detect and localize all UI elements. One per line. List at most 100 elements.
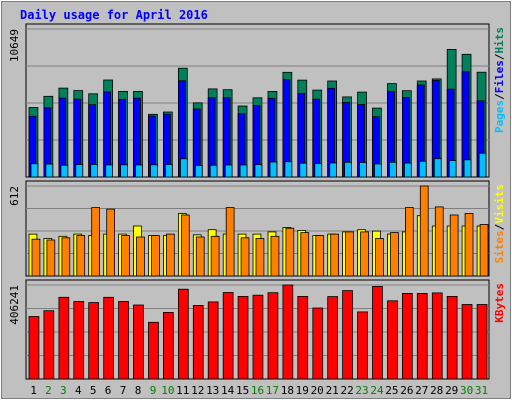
legend-item: Sites [493,230,506,263]
legend-item: Pages [493,100,506,133]
bar-kbytes [312,307,324,380]
bar-sites [464,213,474,277]
bar-pages [239,164,248,178]
x-tick-label: 8 [135,384,142,397]
bar-kbytes [177,288,189,380]
bar-pages [105,164,113,178]
x-tick-label: 25 [385,384,398,397]
bar-pages [45,163,54,178]
bar-pages [478,152,487,178]
bar-sites [76,235,86,277]
legend: Pages/Files/Hits [493,27,506,133]
bar-sites [151,235,160,277]
bar-kbytes [327,296,339,380]
bar-pages [269,161,278,178]
x-tick-label: 19 [296,384,309,397]
x-tick-label: 13 [206,384,219,397]
bar-sites [225,207,235,277]
bar-kbytes [103,296,114,380]
bar-sites [479,224,489,277]
bar-sites [121,235,130,277]
x-tick-label: 23 [355,384,368,397]
bar-sites [404,207,414,277]
x-tick-label: 14 [221,384,235,397]
bar-kbytes [192,304,204,380]
bar-pages [329,162,338,178]
legend-item: Files [493,60,506,93]
bar-pages [433,158,442,178]
y-max-label: 612 [8,186,21,206]
bar-sites [46,239,56,277]
bar-sites [91,207,100,277]
bar-kbytes [342,290,353,380]
bar-kbytes [416,292,428,380]
x-tick-label: 11 [176,384,189,397]
x-tick-label: 26 [400,384,413,397]
x-tick-label: 12 [191,384,204,397]
bar-pages [179,158,188,178]
legend-item: / [493,53,506,60]
x-tick-label: 4 [75,384,82,397]
bar-sites [330,233,340,277]
bar-sites [165,233,175,277]
x-tick-label: 10 [161,384,174,397]
bar-sites [106,208,115,277]
bar-sites [375,238,384,277]
bar-pages [194,165,203,178]
bar-kbytes [461,304,473,380]
bar-kbytes [372,285,383,380]
bar-kbytes [476,304,488,380]
bar-sites [136,236,145,277]
bar-kbytes [297,295,309,380]
legend-item: / [493,93,506,100]
bar-pages [403,162,412,178]
x-tick-label: 17 [266,384,279,397]
bar-kbytes [43,310,55,380]
bar-kbytes [73,301,85,380]
x-tick-label: 7 [120,384,127,397]
x-tick-label: 6 [105,384,112,397]
x-tick-label: 31 [475,384,488,397]
panel-bottom: 406241 KBytes [8,279,506,380]
x-tick-label: 21 [326,384,339,397]
bar-kbytes [252,294,264,380]
bar-pages [164,164,173,178]
bar-pages [135,164,143,178]
bar-pages [418,160,427,178]
bar-pages [314,163,323,178]
bar-kbytes [88,302,99,380]
bar-kbytes [133,304,144,380]
bar-kbytes [446,295,458,380]
bar-pages [463,159,472,178]
x-tick-label: 16 [251,384,264,397]
bar-pages [60,164,69,178]
bar-pages [374,163,382,178]
x-tick-label: 3 [60,384,67,397]
x-tick-label: 22 [340,384,353,397]
bar-pages [389,161,397,178]
x-tick-label: 24 [370,384,384,397]
bar-sites [315,235,325,277]
bar-kbytes [58,296,70,380]
bar-kbytes [267,292,279,380]
bar-sites [61,237,71,277]
y-max-label: 10649 [8,29,21,62]
bar-pages [359,162,367,178]
bar-sites [255,238,265,277]
bar-kbytes [401,292,413,380]
bar-pages [209,164,218,178]
bar-pages [120,164,128,178]
bar-pages [150,164,158,178]
bar-kbytes [282,284,294,380]
x-tick-label: 5 [90,384,97,397]
legend-item: KBytes [493,283,506,323]
panel-middle: 612 Sites/Visits [8,180,506,277]
bar-kbytes [118,301,129,380]
bar-sites [419,185,429,277]
x-tick-label: 1 [30,384,37,397]
bar-files [103,91,111,178]
x-tick-label: 18 [281,384,294,397]
x-tick-label: 20 [311,384,324,397]
bar-kbytes [357,311,368,380]
